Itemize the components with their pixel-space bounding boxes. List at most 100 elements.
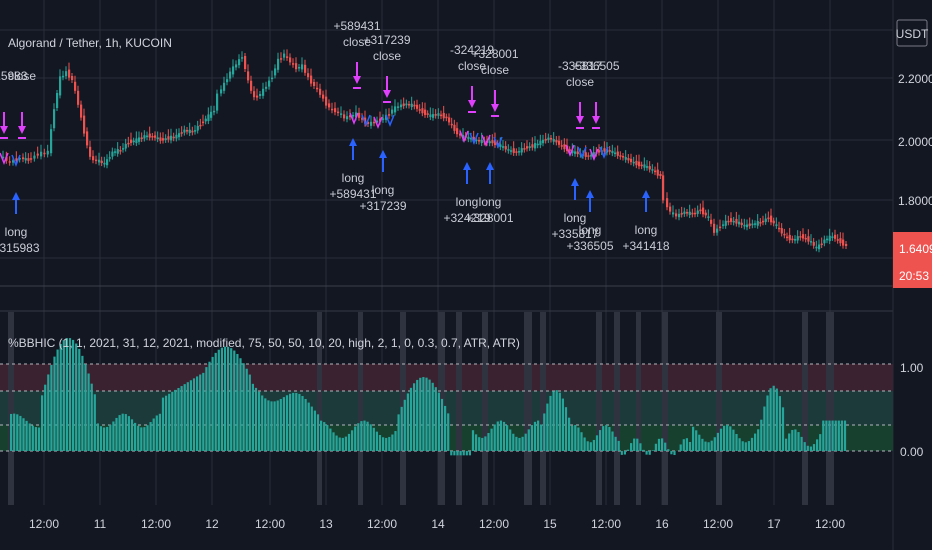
histogram-bar xyxy=(447,413,450,451)
close-arrow-head xyxy=(468,100,476,108)
candle-body xyxy=(472,136,475,141)
histogram-bar xyxy=(713,437,716,451)
histogram-bar xyxy=(524,433,527,451)
candle-body xyxy=(627,158,630,161)
candle-body xyxy=(307,73,310,78)
candle-body xyxy=(89,146,92,157)
spread-mark xyxy=(11,154,21,168)
candle-body xyxy=(442,112,445,119)
candle-body xyxy=(210,111,213,118)
histogram-bar xyxy=(382,437,385,451)
candle-body xyxy=(65,71,68,77)
histogram-bar xyxy=(648,451,651,455)
histogram-bar xyxy=(22,418,25,451)
histogram-bar xyxy=(840,420,843,451)
candle-body xyxy=(92,156,95,161)
histogram-bar xyxy=(372,427,375,451)
histogram-bar xyxy=(707,442,710,451)
highlight-band xyxy=(614,312,620,505)
histogram-bar xyxy=(661,438,664,451)
histogram-bar xyxy=(506,425,509,451)
candle-body xyxy=(558,140,561,145)
highlight-band xyxy=(400,312,406,505)
histogram-bar xyxy=(456,451,459,456)
candle-body xyxy=(418,109,421,111)
histogram-bar xyxy=(642,449,645,451)
histogram-bar xyxy=(716,432,719,451)
histogram-bar xyxy=(109,424,112,451)
candle-body xyxy=(80,104,83,118)
candle-body xyxy=(770,215,773,223)
spread-mark xyxy=(589,148,599,162)
candle-body xyxy=(33,155,36,159)
candle-body xyxy=(669,206,672,212)
candle-body xyxy=(301,64,304,70)
close-label: close xyxy=(8,69,36,83)
histogram-bar xyxy=(199,374,202,451)
spread-mark xyxy=(349,112,359,126)
histogram-bar xyxy=(360,421,363,451)
candle-body xyxy=(36,153,39,156)
histogram-bar xyxy=(369,424,372,451)
histogram-bar xyxy=(630,443,633,451)
histogram-bar xyxy=(183,384,186,451)
candle-body xyxy=(426,113,429,115)
histogram-bar xyxy=(481,437,484,451)
candle-body xyxy=(831,236,834,238)
histogram-bar xyxy=(462,451,465,456)
indicator-title[interactable]: %BBHIC (1, 1, 2021, 31, 12, 2021, modifi… xyxy=(8,336,520,350)
histogram-bar xyxy=(527,429,530,451)
symbol-title[interactable]: Algorand / Tether, 1h, KUCOIN xyxy=(8,36,172,50)
histogram-bar xyxy=(657,438,661,451)
close-label: close xyxy=(458,59,486,73)
histogram-bar xyxy=(772,385,775,451)
histogram-bar xyxy=(31,425,34,451)
histogram-bar xyxy=(425,377,428,451)
candle-body xyxy=(77,90,80,105)
histogram-bar xyxy=(487,433,490,451)
candle-body xyxy=(143,135,146,139)
candle-body xyxy=(722,224,725,226)
close-arrow-head xyxy=(383,90,391,98)
candle-body xyxy=(796,236,799,241)
candle-body xyxy=(453,124,456,131)
histogram-bar xyxy=(16,414,19,451)
candle-body xyxy=(494,139,497,145)
histogram-bar xyxy=(409,387,413,451)
highlight-band xyxy=(524,312,532,505)
histogram-bar xyxy=(428,379,431,451)
histogram-bar xyxy=(564,407,568,451)
histogram-bar xyxy=(354,426,357,451)
candle-body xyxy=(388,114,391,116)
candle-body xyxy=(651,169,654,171)
time-tick: 16 xyxy=(655,517,669,531)
long-label: +315983 xyxy=(0,241,40,255)
histogram-bar xyxy=(307,402,310,451)
histogram-bar xyxy=(211,356,214,451)
histogram-bar xyxy=(760,419,763,451)
histogram-bar xyxy=(670,451,673,455)
highlight-band xyxy=(596,312,602,505)
histogram-bar xyxy=(577,427,580,451)
long-label: long xyxy=(5,225,28,239)
candle-body xyxy=(826,238,829,241)
histogram-bar xyxy=(602,426,605,451)
candle-body xyxy=(30,158,33,160)
histogram-bar xyxy=(323,422,326,451)
long-label: +317239 xyxy=(359,199,406,213)
histogram-bar xyxy=(239,358,242,451)
candle-body xyxy=(694,212,697,215)
candle-body xyxy=(536,143,539,146)
histogram-bar xyxy=(78,348,81,451)
candle-body xyxy=(402,103,405,106)
candle-body xyxy=(619,155,622,157)
candle-body xyxy=(815,246,818,249)
time-axis[interactable]: 12:00 11 12:00 12 12:00 13 12:00 14 12:00 15 12:00… xyxy=(29,517,845,531)
histogram-bar xyxy=(741,441,744,451)
currency-button[interactable] xyxy=(896,19,928,47)
long-label: +335817 xyxy=(551,227,598,241)
candle-body xyxy=(654,170,657,173)
candle-body xyxy=(310,75,313,84)
candle-body xyxy=(170,135,173,141)
